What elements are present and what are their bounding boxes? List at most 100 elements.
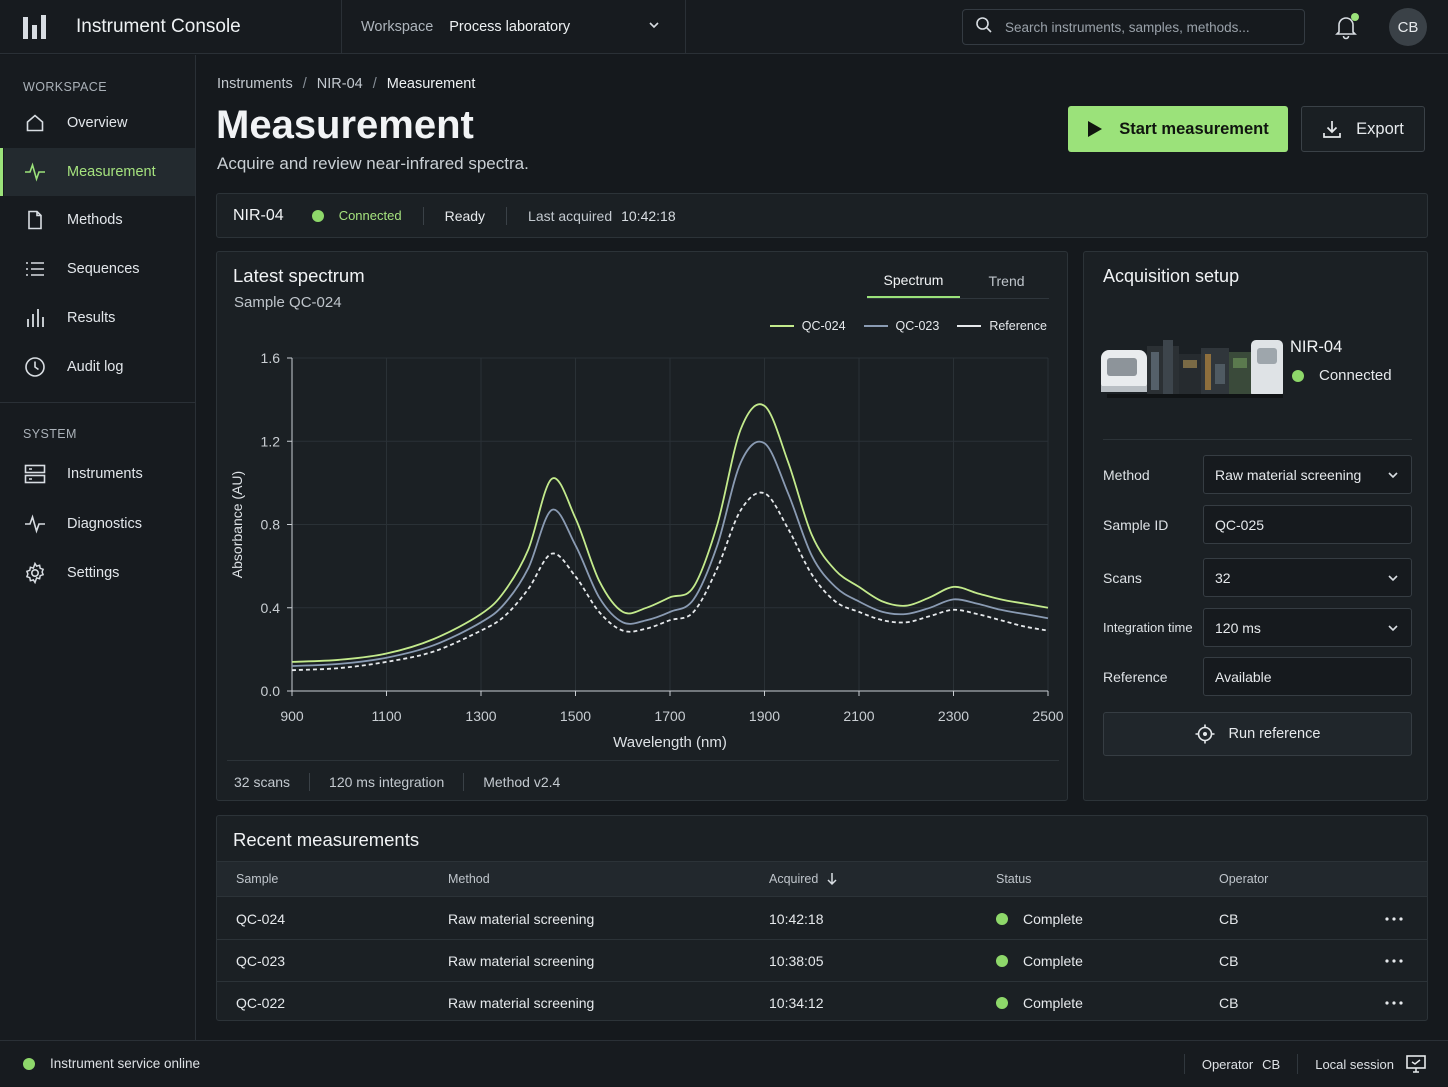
search-input[interactable] [1005, 19, 1304, 35]
scans-select[interactable]: 32 [1203, 558, 1412, 597]
app-title: Instrument Console [76, 15, 241, 37]
divider [422, 206, 424, 225]
cell-method: Raw material screening [448, 995, 595, 1011]
chevron-down-icon [1387, 572, 1399, 584]
cell-method: Raw material screening [448, 910, 595, 927]
cell-acquired: 10:34:12 [769, 995, 824, 1011]
breadcrumb-link-instrument[interactable]: NIR-04 [316, 76, 363, 92]
sidebar-section-workspace: WORKSPACE [23, 80, 107, 94]
run-reference-label: Run reference [1228, 726, 1321, 742]
sample-id-input[interactable]: QC-025 [1203, 505, 1412, 544]
legend-item-reference[interactable]: Reference [957, 319, 1047, 333]
sidebar-item-methods[interactable]: Methods [4, 196, 195, 244]
tab-spectrum[interactable]: Spectrum [867, 264, 960, 298]
gear-icon [24, 562, 46, 584]
x-axis-label: Wavelength (nm) [613, 734, 727, 751]
status-text: Complete [1023, 995, 1083, 1011]
session-label: Local session [1315, 1056, 1394, 1072]
workspace-value: Process laboratory [449, 18, 571, 35]
divider [506, 206, 508, 225]
sidebar-item-audit-log[interactable]: Audit log [4, 343, 195, 391]
y-axis-label: Absorbance (AU) [229, 471, 245, 578]
x-tick-label: 1100 [371, 708, 401, 724]
export-button[interactable]: Export [1301, 106, 1425, 152]
divider [309, 772, 311, 791]
legend-item-qc-024[interactable]: QC-024 [769, 319, 846, 333]
column-header-acquired[interactable]: Acquired [769, 862, 838, 896]
sidebar-item-label: Results [67, 310, 116, 326]
spectrum-footer: 32 scans 120 ms integration Method v2.4 [227, 760, 1059, 802]
column-header-method[interactable]: Method [448, 872, 490, 886]
instrument-name: NIR-04 [233, 206, 284, 224]
spectrum-chart[interactable]: 900 1100 1300 1500 1700 1900 2100 2300 2500 0.0 0.… [217, 342, 1067, 757]
integration-time-select[interactable]: 120 ms [1203, 608, 1412, 647]
search-icon [975, 16, 993, 39]
instrument-status-bar: NIR-04 Connected Ready Last acquired 10:… [216, 193, 1428, 238]
divider [1103, 439, 1412, 440]
tab-trend[interactable]: Trend [988, 273, 1025, 289]
clock-icon [24, 356, 46, 378]
table-row[interactable]: QC-022 Raw material screening 10:34:12 C… [217, 982, 1427, 1024]
pulse-icon [24, 513, 46, 535]
table-row[interactable]: QC-023 Raw material screening 10:38:05 C… [217, 940, 1427, 982]
sidebar-item-diagnostics[interactable]: Diagnostics [4, 500, 195, 548]
chevron-down-icon [647, 18, 661, 36]
sample-id-value: QC-025 [1215, 516, 1265, 533]
sidebar-item-label: Measurement [67, 164, 156, 180]
sidebar-item-instruments[interactable]: Instruments [4, 450, 195, 498]
more-options-icon[interactable] [1382, 940, 1406, 981]
sidebar-item-settings[interactable]: Settings [4, 549, 195, 597]
server-icon [24, 463, 46, 485]
operator-label: Operator [1201, 1056, 1254, 1072]
instrument-state: Ready [444, 207, 486, 224]
more-options-icon[interactable] [1382, 898, 1406, 939]
column-header-acquired-text: Acquired [769, 872, 819, 886]
scans-value: 32 [1215, 569, 1231, 586]
spectrum-tabs: Spectrum Trend [867, 264, 1053, 298]
pulse-icon [24, 161, 46, 183]
status-dot [996, 997, 1008, 1009]
method-version-info: Method v2.4 [483, 773, 561, 790]
more-options-icon[interactable] [1382, 982, 1406, 1024]
sidebar-item-label: Diagnostics [67, 516, 142, 532]
sidebar-section-system: SYSTEM [23, 427, 77, 441]
search-box[interactable] [962, 9, 1305, 45]
reference-label: Reference [1103, 669, 1168, 685]
breadcrumb-link-instruments[interactable]: Instruments [217, 76, 293, 92]
acquisition-title: Acquisition setup [1103, 266, 1240, 286]
brand: Instrument Console [0, 0, 342, 54]
column-header-status[interactable]: Status [996, 872, 1032, 886]
column-header-sample[interactable]: Sample [236, 872, 279, 886]
series-line-reference [291, 491, 1049, 672]
service-status: Instrument service online [0, 1056, 200, 1071]
export-label: Export [1356, 119, 1404, 138]
scans-info: 32 scans [234, 773, 291, 790]
cell-operator: CB [1219, 952, 1239, 969]
cell-status: Complete [996, 982, 1083, 1024]
start-measurement-button[interactable]: Start measurement [1068, 106, 1288, 152]
bar-chart-icon [24, 307, 46, 329]
cell-acquired: 10:38:05 [769, 952, 824, 969]
sidebar-item-overview[interactable]: Overview [4, 99, 195, 147]
x-tick-label: 1700 [654, 708, 685, 724]
method-select[interactable]: Raw material screening [1203, 455, 1412, 494]
sidebar-item-results[interactable]: Results [4, 294, 195, 342]
status-dot [996, 912, 1008, 925]
download-icon [1322, 119, 1342, 139]
sidebar-item-label: Settings [67, 565, 120, 581]
notifications-button[interactable] [1334, 13, 1360, 40]
x-tick-label: 900 [280, 708, 304, 724]
sidebar-item-measurement[interactable]: Measurement [0, 148, 195, 196]
cell-operator: CB [1219, 910, 1239, 927]
user-avatar[interactable]: CB [1389, 8, 1427, 46]
sidebar-item-sequences[interactable]: Sequences [4, 245, 195, 293]
column-header-operator[interactable]: Operator [1219, 872, 1269, 886]
breadcrumb-current: Measurement [386, 76, 476, 92]
legend-item-qc-023[interactable]: QC-023 [863, 319, 939, 333]
table-row[interactable]: QC-024 Raw material screening 10:42:18 C… [217, 898, 1427, 940]
chart-legend: QC-024 QC-023 Reference [752, 319, 1047, 333]
monitor-icon[interactable] [1406, 1055, 1426, 1073]
run-reference-button[interactable]: Run reference [1103, 712, 1412, 756]
integration-time-label: Integration time [1103, 620, 1193, 635]
workspace-selector[interactable]: Workspace Process laboratory [342, 0, 686, 54]
